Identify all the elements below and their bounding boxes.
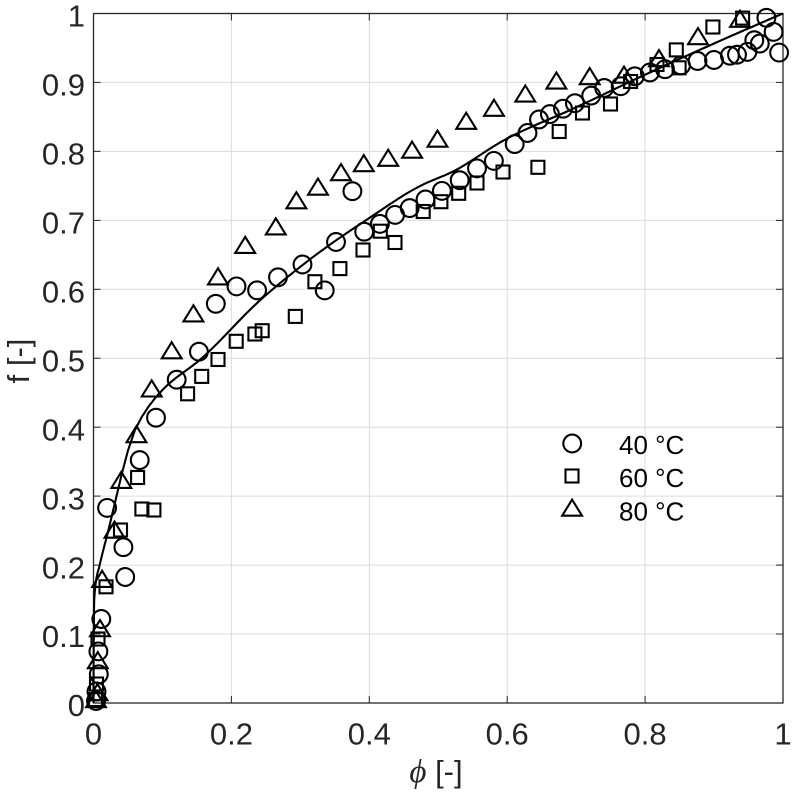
svg-text:0.5: 0.5: [42, 343, 85, 378]
svg-text:0: 0: [85, 717, 102, 752]
svg-text:80 °C: 80 °C: [619, 496, 684, 526]
svg-text:40 °C: 40 °C: [619, 430, 684, 460]
svg-text:0.4: 0.4: [42, 412, 85, 447]
svg-text:f [-]: f [-]: [1, 339, 36, 384]
svg-text:0.6: 0.6: [42, 275, 85, 310]
svg-text:0: 0: [68, 688, 85, 723]
svg-text:0.7: 0.7: [42, 206, 85, 241]
svg-text:0.4: 0.4: [348, 717, 391, 752]
svg-text:0.8: 0.8: [624, 717, 667, 752]
svg-text:0.3: 0.3: [42, 481, 85, 516]
svg-text:0.9: 0.9: [42, 68, 85, 103]
svg-text:1: 1: [68, 0, 85, 34]
svg-text:0.1: 0.1: [42, 619, 85, 654]
svg-text:ϕ [-]: ϕ [-]: [409, 754, 462, 790]
svg-text:60 °C: 60 °C: [619, 463, 684, 493]
svg-text:1: 1: [774, 717, 791, 752]
svg-text:0.2: 0.2: [42, 550, 85, 585]
svg-text:0.2: 0.2: [210, 717, 253, 752]
svg-text:0.6: 0.6: [486, 717, 529, 752]
svg-text:0.8: 0.8: [42, 137, 85, 172]
